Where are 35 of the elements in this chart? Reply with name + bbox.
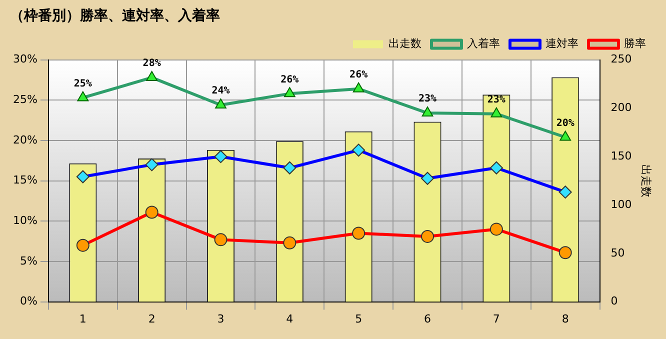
legend-label: 勝率 — [624, 37, 646, 50]
y-tick-label: 20% — [12, 133, 38, 146]
data-label: 26% — [280, 74, 299, 86]
data-label: 24% — [212, 86, 230, 97]
x-tick-label: 1 — [79, 312, 86, 326]
y-tick-label: 0% — [20, 294, 38, 308]
y2-tick-label: 250 — [610, 52, 632, 66]
y-tick-label: 30% — [12, 52, 38, 66]
data-label: 25% — [74, 78, 92, 90]
y-tick-label: 15% — [12, 174, 38, 187]
x-tick-label: 2 — [148, 312, 156, 326]
data-label: 26% — [350, 69, 368, 80]
y-tick-label: 25% — [12, 92, 38, 106]
y2-tick-label: 200 — [610, 101, 632, 114]
y2-axis-title: 出走数 — [640, 164, 653, 198]
data-label: 20% — [556, 118, 574, 129]
data-label: 23% — [418, 94, 437, 105]
data-label: 23% — [487, 94, 506, 106]
y2-tick-label: 150 — [610, 149, 632, 162]
data-label: 28% — [142, 58, 161, 70]
legend-label: 出走数 — [388, 37, 422, 50]
y-tick-label: 5% — [20, 254, 38, 268]
legend-label: 連対率 — [546, 37, 578, 50]
legend-label: 入着率 — [467, 37, 500, 50]
x-tick-label: 8 — [562, 312, 569, 326]
y2-tick-label: 0 — [610, 294, 618, 308]
y-tick-label: 10% — [12, 214, 38, 227]
x-tick-label: 5 — [355, 312, 362, 326]
x-tick-label: 3 — [217, 312, 224, 326]
y2-tick-label: 100 — [610, 198, 632, 211]
x-tick-label: 7 — [492, 312, 500, 326]
y2-tick-label: 50 — [610, 246, 625, 260]
x-tick-label: 4 — [286, 312, 294, 326]
chart-title: （枠番別）勝率、連対率、入着率 — [10, 7, 220, 24]
x-tick-label: 6 — [424, 312, 432, 326]
